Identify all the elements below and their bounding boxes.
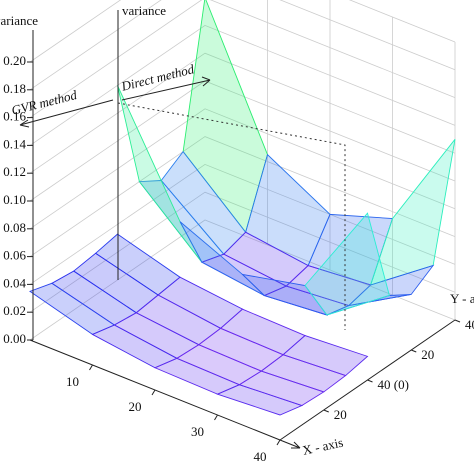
surface-cell xyxy=(304,212,390,316)
grid-line xyxy=(29,0,456,91)
grid-line xyxy=(29,191,456,313)
grid-line xyxy=(29,163,456,285)
z-tick-label: 0.10 xyxy=(3,192,26,207)
grid-line xyxy=(29,136,456,257)
y-tick xyxy=(323,409,329,413)
z-label: variance xyxy=(122,3,166,18)
y-tick-label: 40 xyxy=(465,317,474,332)
axes xyxy=(19,10,456,449)
z-label: variance xyxy=(0,13,38,28)
z-tick-label: 0.18 xyxy=(3,81,26,96)
arrow-right xyxy=(121,76,211,101)
x-tick xyxy=(151,389,156,396)
x-tick-label: 10 xyxy=(66,374,79,389)
z-tick-label: 0.00 xyxy=(3,331,26,346)
x-tick xyxy=(89,364,93,371)
arrow-left xyxy=(19,99,114,128)
y-axis xyxy=(279,319,456,441)
x-tick-label: 30 xyxy=(191,424,204,439)
x-tick-label: 40 xyxy=(254,449,267,464)
surface-cell xyxy=(216,384,304,416)
z-tick-label: 0.12 xyxy=(3,164,26,179)
y-tick xyxy=(454,319,461,323)
guide xyxy=(117,102,346,330)
grid-line xyxy=(29,108,456,230)
surfaces xyxy=(29,0,456,416)
y-tick xyxy=(411,349,417,353)
z-tick-label: 0.14 xyxy=(3,136,26,151)
grid-line xyxy=(29,52,456,174)
y-tick-label: 40 (0) xyxy=(378,377,409,392)
y-tick xyxy=(367,379,373,383)
grid-line xyxy=(29,0,456,118)
y-tick-label: 20 xyxy=(421,347,434,362)
x-tick xyxy=(276,439,281,446)
z-tick-label: 0.02 xyxy=(3,303,26,318)
z-tick-label: 0.06 xyxy=(3,248,26,263)
grid-line xyxy=(29,219,456,341)
x-tick-label: 20 xyxy=(129,399,142,414)
z-tick-label: 0.20 xyxy=(3,53,26,68)
x-arrow xyxy=(279,439,301,449)
x-tick xyxy=(214,414,218,421)
y-tick-label: 20 xyxy=(334,407,347,422)
x-axis xyxy=(29,339,281,441)
y-label: Y - axis xyxy=(450,291,474,306)
grid-line xyxy=(29,24,456,146)
grid-line xyxy=(29,0,456,63)
z-tick-label: 0.16 xyxy=(3,109,26,124)
z-tick-label: 0.08 xyxy=(3,220,26,235)
z-tick-label: 0.04 xyxy=(3,275,26,290)
